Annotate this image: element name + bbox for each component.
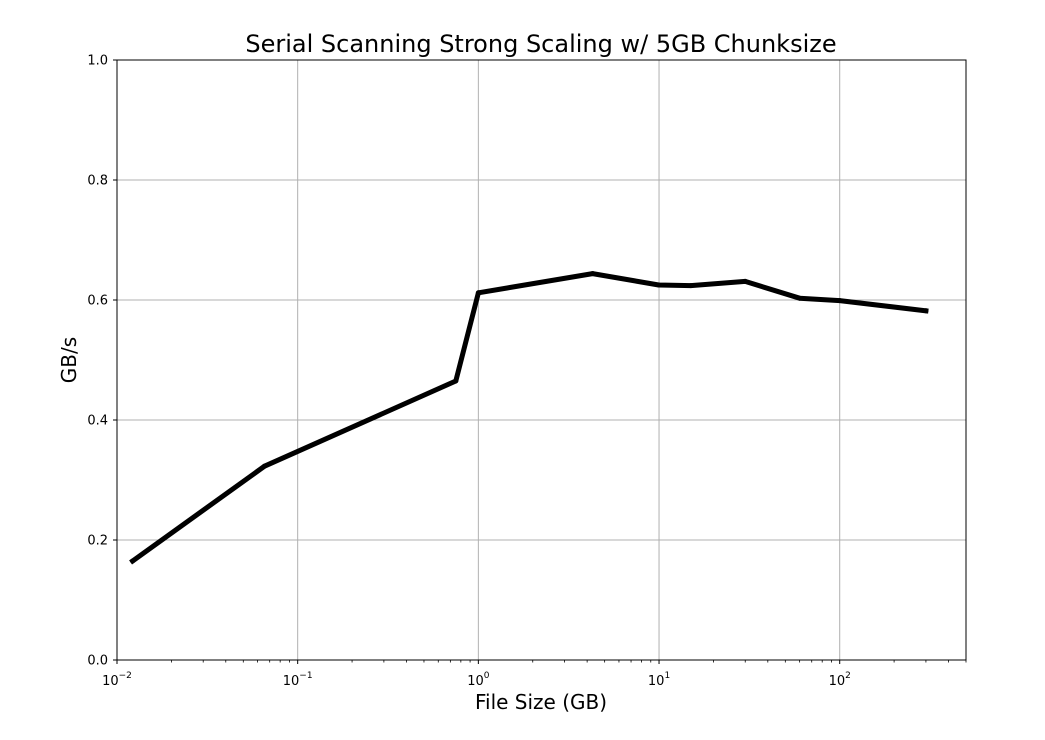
x-tick-exponent: 0 [484,671,490,681]
series-layer [129,271,929,565]
x-tick-exponent: 1 [664,671,670,681]
y-tick-label: 0.0 [87,654,108,669]
data-point [688,283,694,289]
data-point [797,295,803,301]
chart-title: Serial Scanning Strong Scaling w/ 5GB Ch… [245,30,836,58]
x-axis-label: File Size (GB) [475,690,607,714]
data-point [590,271,596,277]
data-point [453,378,459,384]
data-point [656,282,662,288]
tick-labels: 0.00.20.40.60.81.010−2 10−1 100 101 102 [87,54,851,690]
data-point [923,308,929,314]
x-tick-label: 100 [467,671,490,689]
plot-frame [116,59,967,661]
x-tick-exponent: −2 [119,671,132,681]
x-tick-base: 10 [829,674,846,689]
y-tick-label: 1.0 [87,54,108,69]
x-tick-base: 10 [648,674,665,689]
x-tick-label: 101 [648,671,670,689]
x-tick-base: 10 [467,674,484,689]
x-tick-exponent: 2 [845,671,851,681]
y-tick-label: 0.6 [87,294,108,309]
x-tick-label: 10−1 [283,671,313,689]
data-point [742,278,748,284]
y-tick-label: 0.2 [87,534,108,549]
data-point [837,298,843,304]
data-point [475,290,481,296]
data-point [130,558,136,564]
y-tick-label: 0.8 [87,174,108,189]
x-tick-exponent: −1 [299,671,312,681]
data-point [261,463,267,469]
y-tick-label: 0.4 [87,414,108,429]
y-axis-label: GB/s [57,337,81,383]
axis-ticks [113,59,841,664]
x-tick-base: 10 [102,674,119,689]
x-tick-base: 10 [283,674,300,689]
x-tick-label: 10−2 [102,671,132,689]
x-tick-label: 102 [829,671,851,689]
